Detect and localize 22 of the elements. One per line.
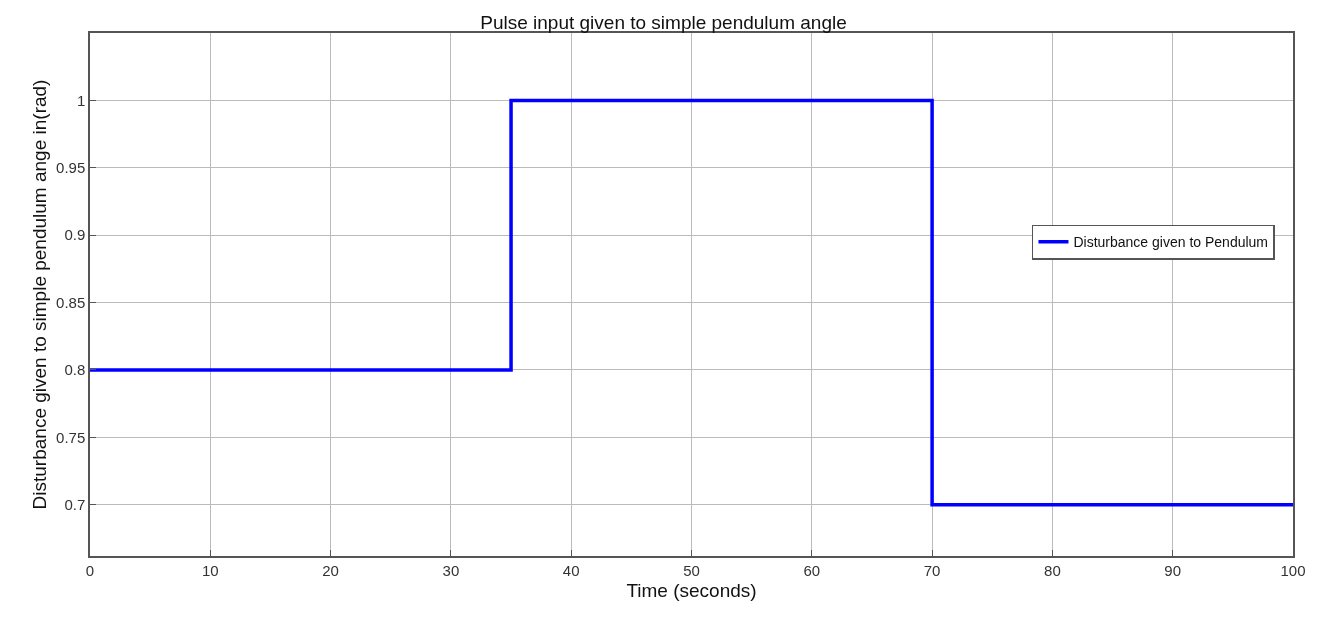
x-tick-label: 10 xyxy=(201,561,219,579)
x-tick-label: 70 xyxy=(923,561,941,579)
y-tick-label: 0.9 xyxy=(64,226,86,244)
y-tick-label: 0.7 xyxy=(64,496,86,514)
y-tick-label: 0.85 xyxy=(56,293,86,311)
y-tick-label: 0.75 xyxy=(56,428,86,446)
y-tick-label: 0.8 xyxy=(64,361,86,379)
x-tick-label: 30 xyxy=(442,561,460,579)
x-tick-label: 40 xyxy=(562,561,580,579)
x-tick-label: 20 xyxy=(322,561,339,579)
x-tick-label: 0 xyxy=(85,561,95,579)
x-tick-label: 100 xyxy=(1280,561,1306,579)
chart-title: Pulse input given to simple pendulum angle xyxy=(480,11,847,33)
x-tick-label: 90 xyxy=(1164,561,1182,579)
legend-label: Disturbance given to Pendulum xyxy=(1073,234,1269,251)
y-tick-label: 1 xyxy=(76,91,86,109)
y-axis-title: Disturbance given to simple pendulum ange in(rad) xyxy=(29,79,51,510)
x-axis-title: Time (seconds) xyxy=(626,580,757,602)
x-tick-label: 60 xyxy=(803,561,821,579)
x-tick-label: 80 xyxy=(1044,561,1061,579)
x-tick-label: 50 xyxy=(683,561,700,579)
y-tick-label: 0.95 xyxy=(56,159,86,177)
